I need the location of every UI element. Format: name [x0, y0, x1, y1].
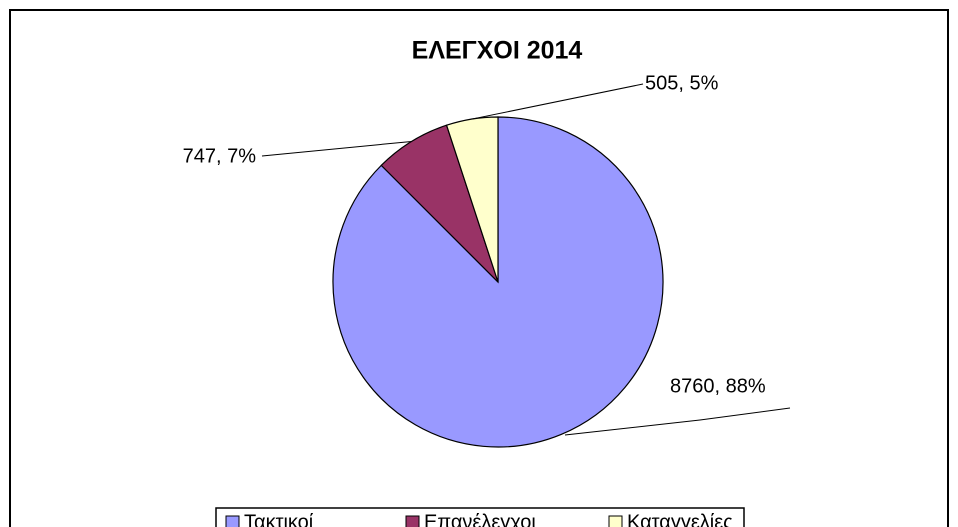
data-label: 8760, 88% — [670, 375, 766, 397]
pie-slice — [445, 116, 499, 283]
data-label: 747, 7% — [183, 145, 257, 167]
legend-label: Επανέλεγχοι — [424, 511, 536, 527]
legend-label: Καταγγελίες — [627, 511, 733, 527]
legend-swatch — [608, 515, 623, 527]
label-leader — [471, 83, 644, 120]
legend-swatch — [405, 515, 420, 527]
data-label: 505, 5% — [645, 72, 719, 94]
legend-swatch — [225, 515, 240, 527]
pie-slice — [332, 116, 664, 448]
legend-label: Τακτικοί — [244, 511, 314, 527]
chart-title: ΕΛΕΓΧΟΙ 2014 — [412, 37, 583, 65]
label-leader — [564, 407, 791, 436]
label-leader — [261, 140, 412, 157]
